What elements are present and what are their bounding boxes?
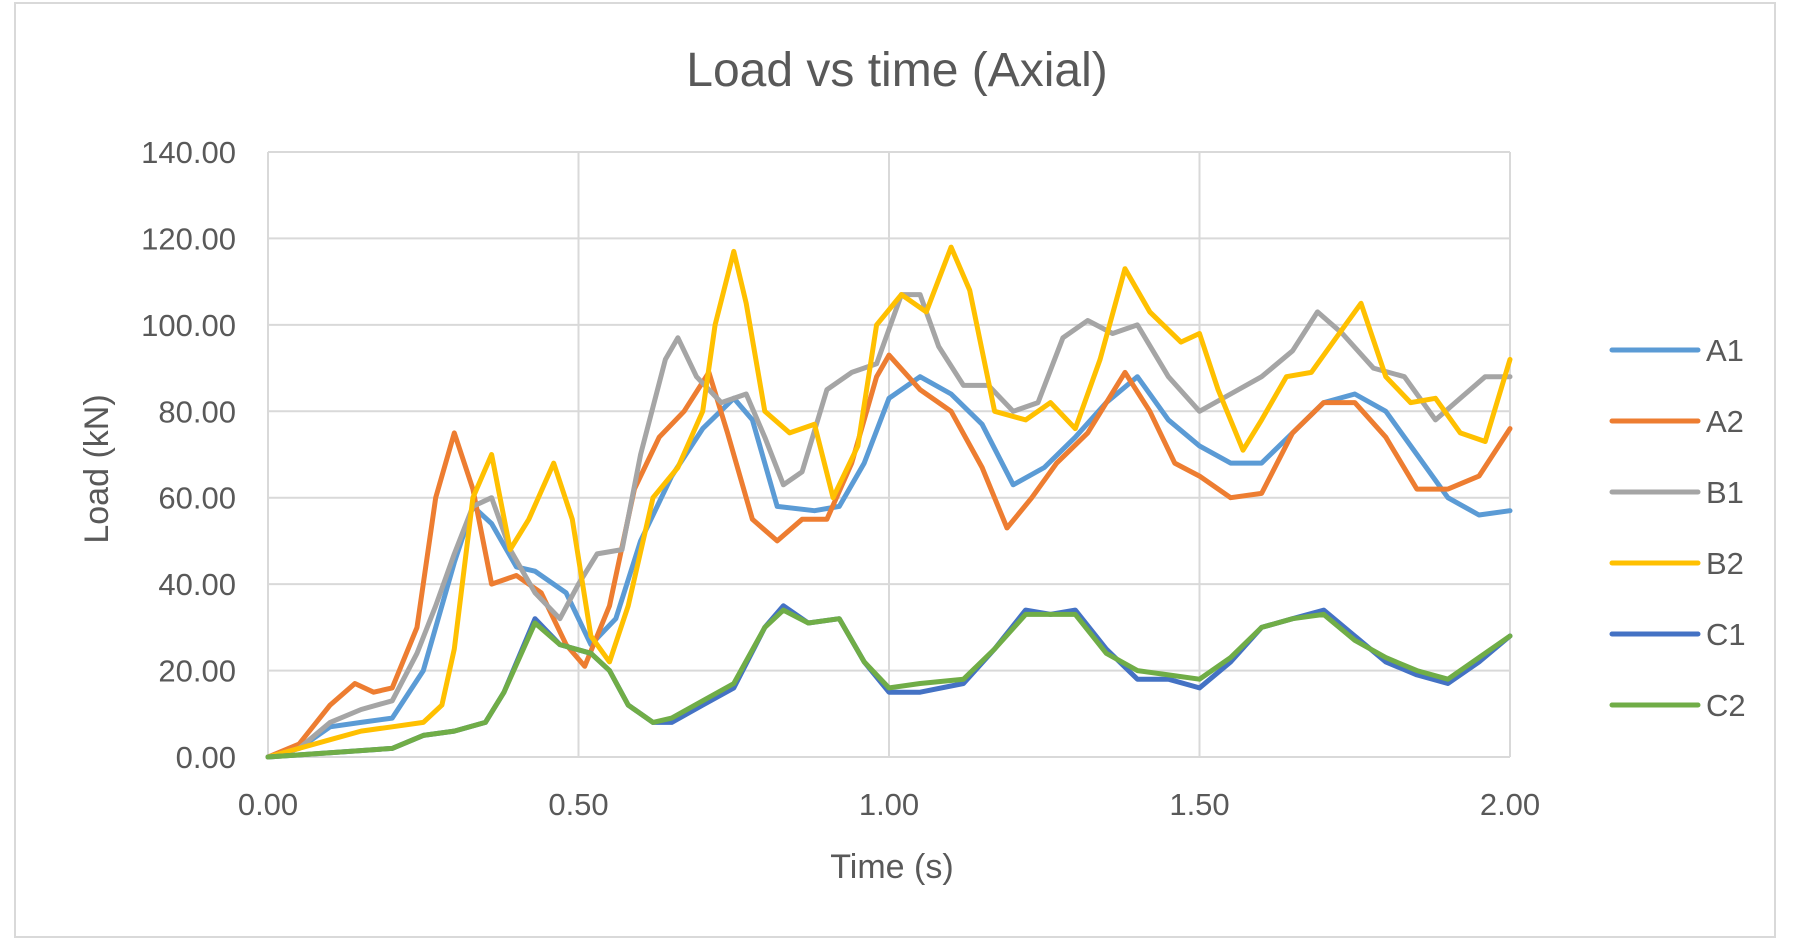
legend-label-a1: A1: [1706, 333, 1744, 368]
x-tick-label: 0.00: [238, 787, 298, 822]
x-axis-title: Time (s): [830, 848, 953, 886]
series-line-a2: [265, 352, 1513, 760]
chart-title: Load vs time (Axial): [686, 44, 1107, 97]
y-axis-title: Load (kN): [78, 394, 116, 543]
legend-label-b2: B2: [1706, 546, 1744, 581]
legend-label-b1: B1: [1706, 475, 1744, 510]
x-tick-label: 0.50: [548, 787, 608, 822]
legend: A1 A2 B1 B2 C1 C2: [1609, 333, 1746, 723]
y-tick-label: 0.00: [176, 740, 236, 775]
chart-grid: [267, 151, 1511, 758]
x-tick-label: 1.50: [1169, 787, 1229, 822]
y-tick-label: 80.00: [158, 394, 236, 429]
y-axis-ticks: 0.00 20.00 40.00 60.00 80.00 100.00 120.00 140.…: [141, 135, 236, 775]
y-tick-label: 100.00: [141, 308, 236, 343]
y-tick-label: 40.00: [158, 567, 236, 602]
y-tick-label: 140.00: [141, 135, 236, 170]
series-line-b1: [265, 292, 1513, 760]
series-line-b2: [265, 244, 1513, 760]
series-lines: [265, 244, 1513, 760]
series-line-c2: [265, 607, 1513, 760]
y-tick-label: 120.00: [141, 221, 236, 256]
y-tick-label: 20.00: [158, 654, 236, 689]
legend-label-c2: C2: [1706, 688, 1746, 723]
x-tick-label: 1.00: [859, 787, 919, 822]
legend-label-a2: A2: [1706, 404, 1744, 439]
y-tick-label: 60.00: [158, 481, 236, 516]
x-axis-ticks: 0.00 0.50 1.00 1.50 2.00: [238, 787, 1540, 822]
legend-label-c1: C1: [1706, 617, 1746, 652]
x-tick-label: 2.00: [1480, 787, 1540, 822]
